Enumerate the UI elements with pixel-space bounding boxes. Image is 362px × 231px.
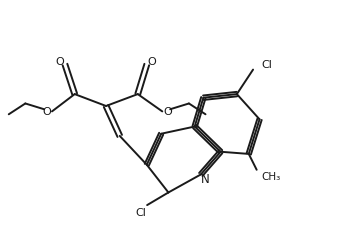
Text: CH₃: CH₃ bbox=[261, 171, 281, 181]
Text: N: N bbox=[201, 173, 210, 185]
Text: Cl: Cl bbox=[261, 60, 272, 70]
Text: O: O bbox=[163, 106, 172, 116]
Text: O: O bbox=[147, 57, 156, 67]
Text: O: O bbox=[55, 57, 64, 67]
Text: Cl: Cl bbox=[135, 207, 146, 217]
Text: O: O bbox=[43, 106, 51, 116]
